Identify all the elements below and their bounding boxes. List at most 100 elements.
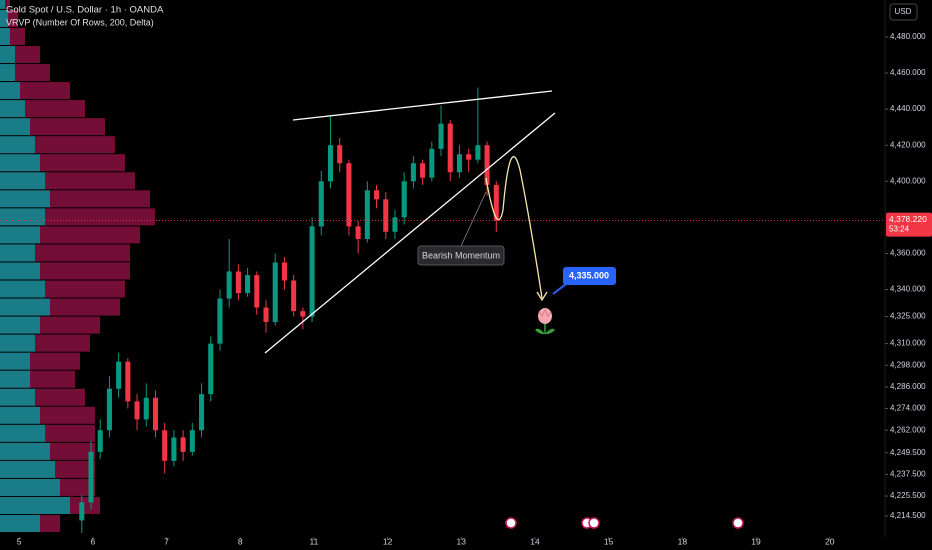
chart-title: Gold Spot / U.S. Dollar · 1h · OANDA	[6, 5, 164, 16]
profile-buy	[0, 45, 15, 64]
profile-sell	[40, 154, 125, 172]
x-tick-label: 14	[530, 536, 540, 546]
candle-body	[327, 145, 334, 182]
profile-buy	[0, 136, 35, 154]
x-tick-label: 13	[457, 536, 467, 546]
candle-body	[410, 163, 416, 182]
y-tick-label: 4,400.000	[890, 176, 926, 185]
projection-path	[485, 156, 543, 299]
y-tick-label: 4,310.000	[890, 339, 926, 348]
profile-buy	[0, 496, 70, 514]
profile-buy	[0, 478, 60, 496]
profile-buy	[0, 280, 45, 298]
profile-sell	[10, 27, 25, 45]
x-tick-label: 7	[164, 536, 169, 546]
label-pointer	[460, 191, 487, 247]
candle-body	[401, 181, 407, 218]
profile-buy	[0, 226, 40, 244]
candle-body	[374, 190, 380, 200]
currency[interactable]: USD	[895, 7, 912, 16]
candle-body	[300, 311, 306, 317]
profile-sell	[40, 406, 95, 424]
candle-body	[245, 275, 251, 294]
projection-arrow	[536, 291, 548, 302]
target-box	[563, 267, 616, 285]
x-tick-label: 19	[751, 536, 761, 546]
candle-body	[152, 397, 159, 431]
y-tick-label: 4,360.000	[890, 249, 926, 258]
candle-body	[383, 199, 389, 232]
profile-buy	[0, 100, 25, 118]
profile-sell	[15, 64, 50, 82]
candle-body	[134, 401, 140, 420]
profile-sell	[40, 226, 140, 244]
target-label: 4,335.000	[569, 270, 609, 280]
candle-body	[208, 343, 214, 395]
candle-body	[217, 298, 223, 344]
candle-body	[493, 184, 499, 221]
candle-body	[235, 271, 241, 294]
profile-sell	[35, 136, 115, 154]
profile-buy	[0, 406, 40, 424]
y-tick-label: 4,420.000	[890, 140, 926, 149]
profile-sell	[55, 460, 95, 478]
candle-body	[272, 262, 278, 322]
candle-body	[291, 280, 297, 312]
profile-buy	[0, 442, 50, 460]
profile-buy	[0, 0, 5, 9]
profile-sell	[70, 496, 100, 514]
candle-body	[429, 148, 435, 178]
profile-sell	[40, 262, 130, 280]
candle-body	[475, 145, 481, 160]
x-tick-label: 6	[90, 536, 95, 546]
profile-buy	[0, 27, 10, 45]
profile-buy	[0, 424, 45, 442]
profile-buy	[0, 460, 55, 478]
y-tick-label: 4,286.000	[890, 382, 926, 391]
candle-body	[456, 154, 462, 173]
candle-body	[97, 430, 103, 452]
x-tick-label: 15	[604, 536, 614, 546]
currency-box[interactable]	[889, 3, 918, 21]
pattern-label: Bearish Momentum	[422, 250, 500, 260]
profile-sell	[15, 45, 40, 64]
profile-sell	[35, 388, 85, 406]
y-tick-label: 4,460.000	[890, 68, 926, 77]
profile-sell	[45, 172, 135, 190]
profile-buy	[0, 388, 35, 406]
y-tick-label: 4,274.000	[890, 404, 926, 413]
profile-sell	[30, 352, 80, 370]
last-price-label: 4,378.220	[889, 214, 927, 224]
volume-profile	[0, 0, 155, 533]
profile-sell	[50, 298, 120, 316]
y-tick-label: 4,440.000	[890, 104, 926, 113]
profile-buy	[0, 370, 30, 388]
candle-body	[484, 145, 490, 185]
profile-buy	[0, 190, 50, 208]
event-icons	[505, 517, 744, 529]
indicator-label: VRVP (Number Of Rows, 200, Delta)	[6, 17, 154, 27]
x-tick-label: 8	[238, 536, 243, 546]
profile-sell	[8, 9, 18, 27]
candle-body	[466, 154, 472, 160]
profile-buy	[0, 82, 20, 100]
candles	[79, 87, 499, 534]
y-tick-label: 4,298.000	[890, 360, 926, 369]
profile-buy	[0, 9, 8, 27]
x-tick-label: 20	[825, 536, 835, 546]
candle-body	[346, 163, 352, 227]
candle-body	[88, 451, 94, 503]
flower-icon	[535, 308, 555, 335]
lower-trendline	[264, 112, 556, 354]
x-tick-label: 11	[309, 536, 318, 546]
profile-sell	[45, 208, 155, 226]
profile-sell	[40, 316, 100, 334]
last-price-tag	[886, 212, 932, 237]
profile-buy	[0, 352, 30, 370]
x-tick-label: 5	[17, 536, 22, 546]
candle-body	[337, 145, 343, 164]
profile-sell	[25, 100, 85, 118]
candle-body	[309, 226, 315, 317]
